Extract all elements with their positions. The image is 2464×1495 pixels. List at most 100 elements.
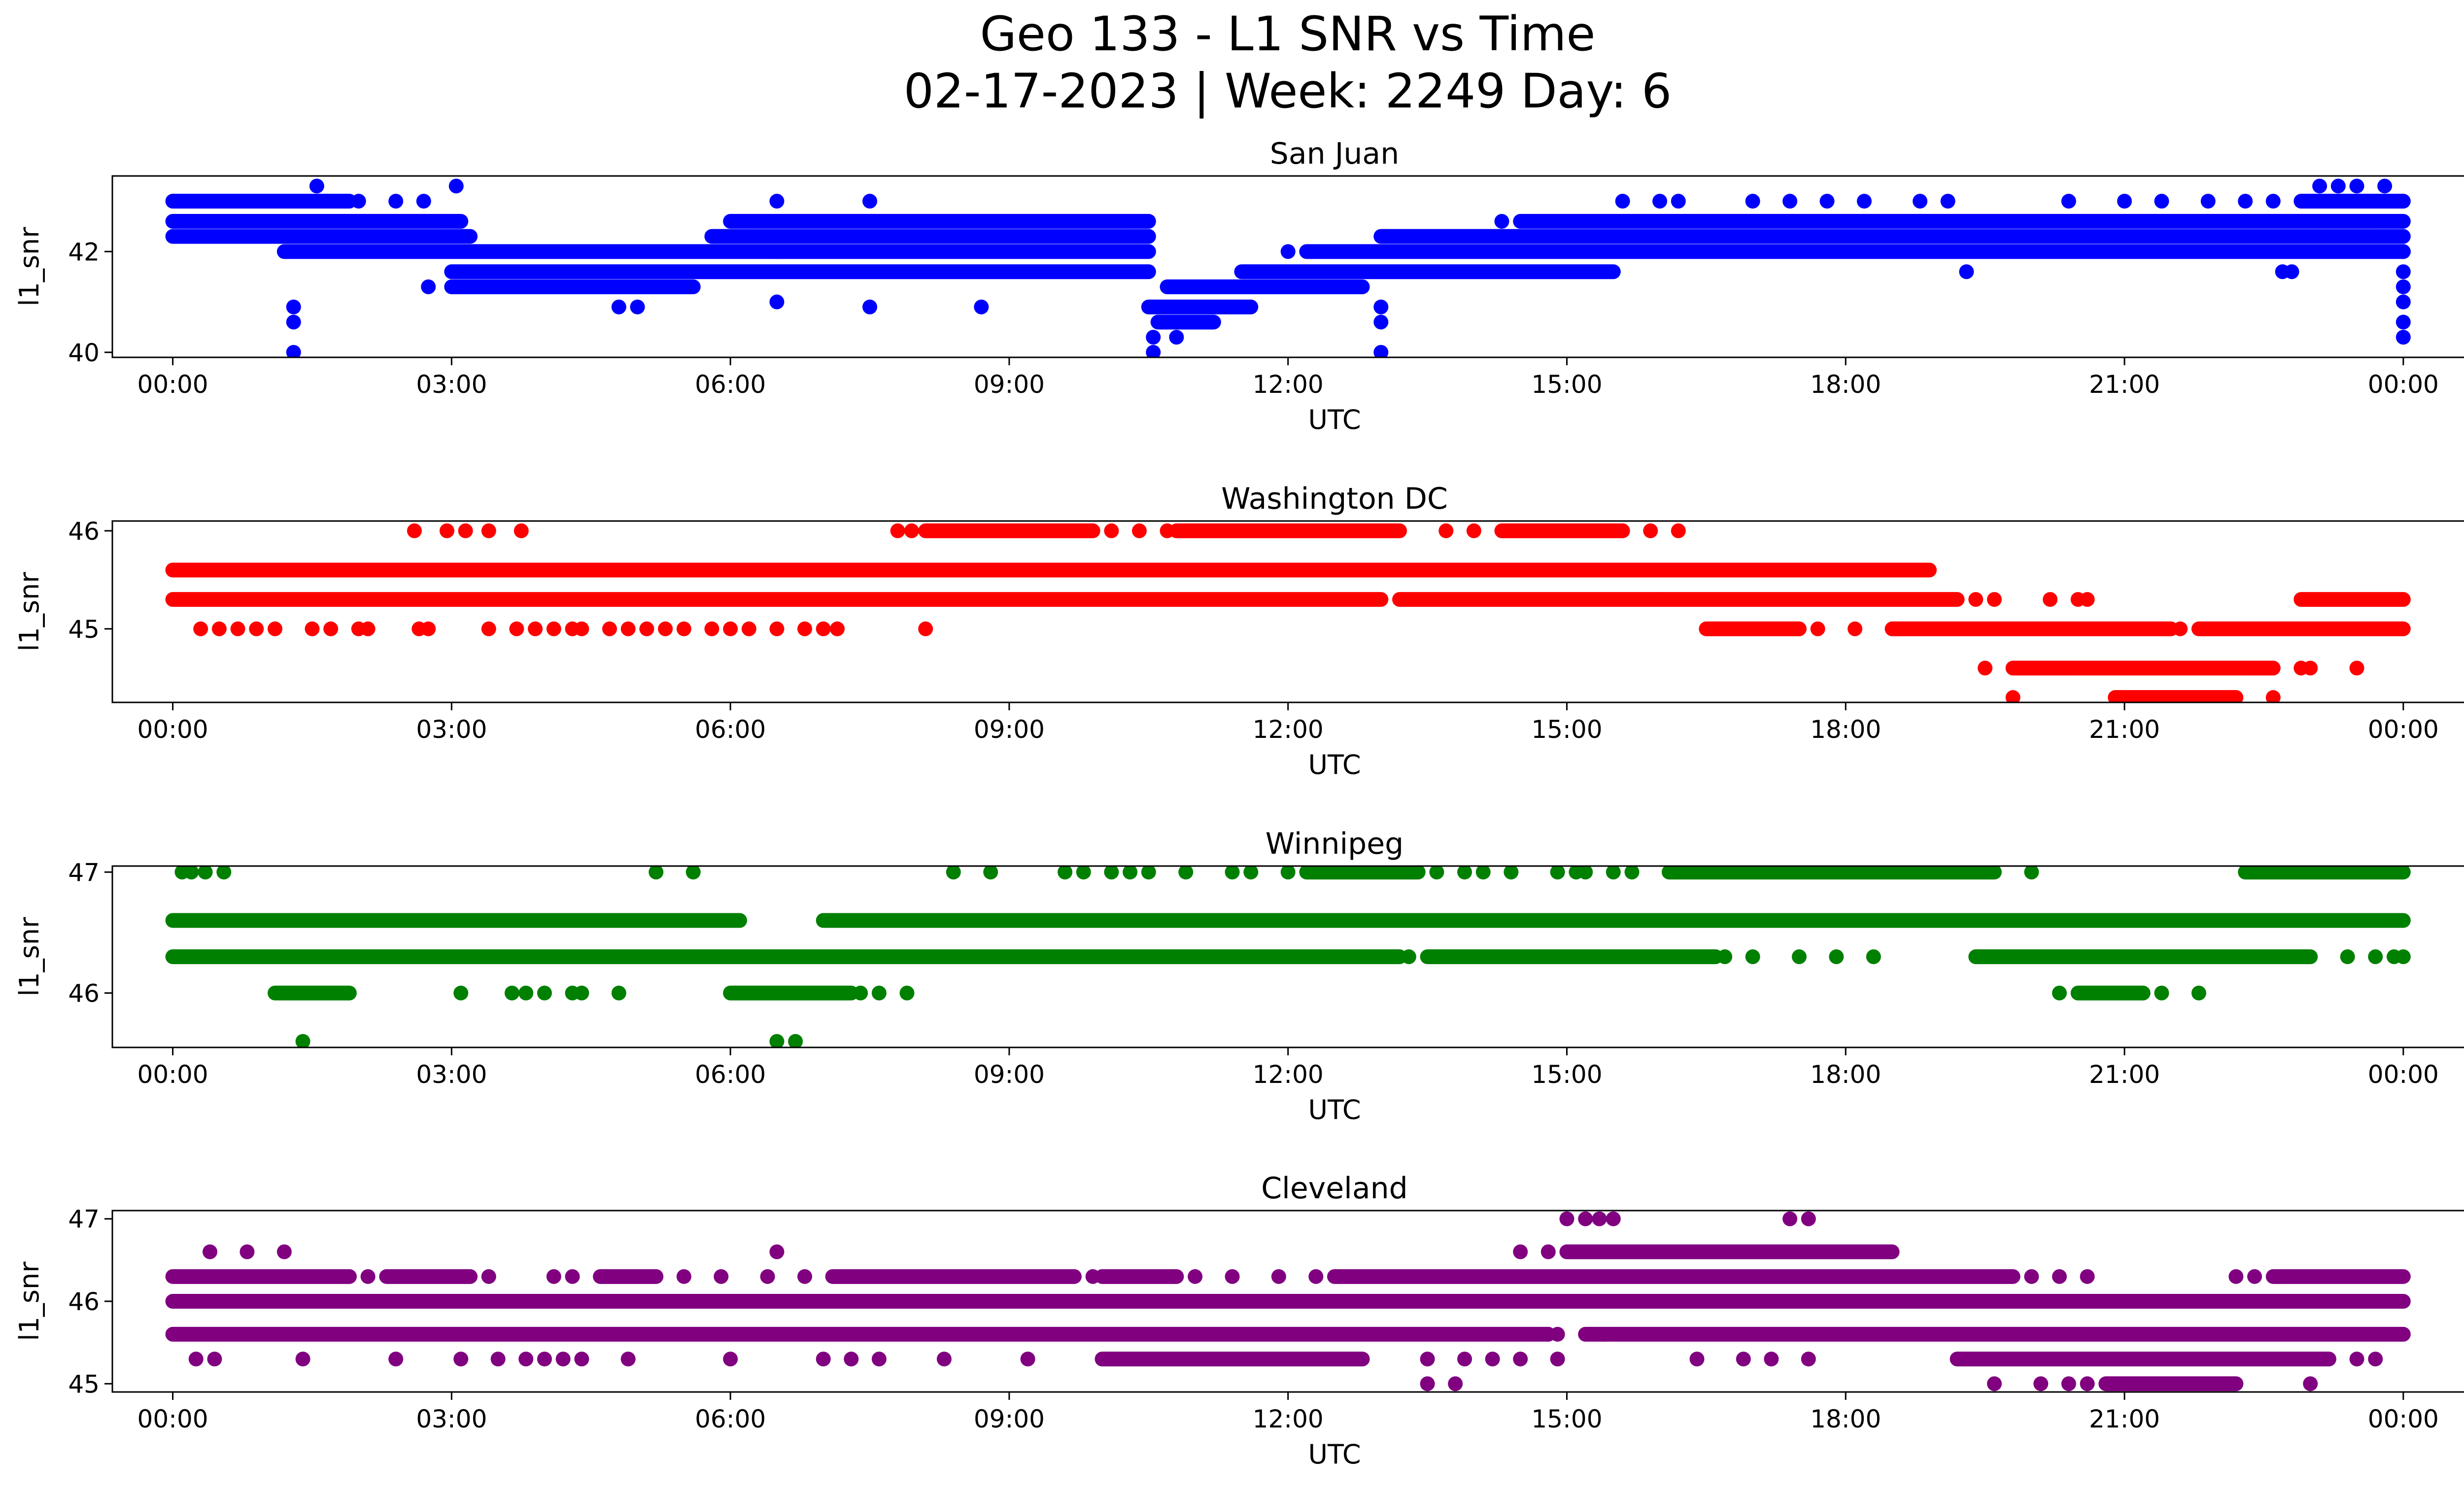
data-point — [2033, 1376, 2049, 1391]
data-point — [1373, 345, 1389, 357]
data-point — [360, 1269, 376, 1284]
data-point — [1959, 264, 1974, 279]
x-tick-label: 09:00 — [974, 715, 1045, 744]
x-tick-label: 00:00 — [137, 715, 208, 744]
x-tick-label: 03:00 — [416, 1405, 487, 1433]
data-point — [1280, 244, 1296, 259]
data-point — [1606, 1211, 1621, 1226]
x-tick-label: 15:00 — [1531, 1405, 1602, 1433]
data-point — [2386, 949, 2401, 964]
data-point — [1671, 194, 1686, 209]
x-tick-label: 00:00 — [2368, 1405, 2439, 1433]
data-point — [537, 1352, 552, 1367]
data-point — [1513, 1244, 1528, 1259]
x-tick-label: 12:00 — [1253, 370, 1324, 399]
data-point — [788, 1034, 803, 1047]
data-point — [1856, 194, 1872, 209]
data-point — [853, 985, 868, 1001]
y-tick-label: 45 — [68, 615, 100, 644]
data-point — [1448, 949, 1463, 964]
data-point — [2396, 264, 2411, 279]
data-point — [1764, 1352, 1779, 1367]
data-point — [1643, 523, 1658, 538]
data-point — [448, 178, 464, 194]
data-point — [565, 1269, 580, 1284]
axes-frame — [111, 175, 2464, 358]
data-point — [504, 985, 519, 1001]
data-series — [165, 866, 2411, 1047]
x-tick-label: 09:00 — [974, 370, 1045, 399]
data-point — [2377, 178, 2393, 194]
x-tick-label: 00:00 — [2368, 715, 2439, 744]
data-point — [2080, 1269, 2095, 1284]
data-point — [1085, 1269, 1100, 1284]
data-point — [639, 621, 654, 636]
data-point — [295, 1352, 310, 1367]
data-point — [1429, 866, 1444, 880]
data-point — [899, 985, 915, 1001]
data-point — [1624, 866, 1640, 880]
data-point — [421, 621, 436, 636]
data-point — [797, 1269, 813, 1284]
data-point — [2043, 592, 2058, 607]
data-point — [481, 523, 496, 538]
data-point — [1540, 1244, 1556, 1259]
data-point — [1308, 1269, 1324, 1284]
data-point — [2340, 949, 2355, 964]
x-axis-label: UTC — [1308, 1094, 1361, 1125]
data-point — [1801, 1352, 1816, 1367]
data-point — [2284, 264, 2299, 279]
data-point — [416, 194, 431, 209]
data-point — [658, 621, 673, 636]
data-point — [2396, 279, 2411, 294]
x-tick-label: 21:00 — [2089, 1405, 2160, 1433]
data-point — [1225, 866, 1240, 880]
data-point — [1494, 214, 1509, 229]
data-point — [2024, 1269, 2039, 1284]
data-point — [1550, 1326, 1565, 1342]
data-point — [2080, 592, 2095, 607]
x-tick-label: 18:00 — [1810, 1405, 1881, 1433]
data-point — [983, 866, 998, 880]
y-tick-label: 45 — [68, 1370, 100, 1398]
data-point — [2200, 194, 2216, 209]
data-point — [904, 523, 919, 538]
data-point — [918, 621, 933, 636]
data-point — [2368, 1352, 2383, 1367]
data-point — [1160, 523, 1175, 538]
data-point — [184, 866, 199, 880]
data-point — [2052, 1269, 2067, 1284]
data-point — [2080, 1376, 2095, 1391]
data-point — [1791, 949, 1807, 964]
data-point — [388, 1352, 404, 1367]
data-point — [1373, 314, 1389, 330]
data-point — [676, 621, 691, 636]
data-point — [351, 194, 366, 209]
y-tick-label: 42 — [68, 238, 100, 266]
data-point — [211, 621, 227, 636]
data-point — [421, 279, 436, 294]
data-point — [1420, 1352, 1435, 1367]
data-point — [1188, 1269, 1203, 1284]
data-point — [1968, 592, 1984, 607]
data-point — [388, 194, 404, 209]
data-point — [2396, 314, 2411, 330]
data-point — [2117, 194, 2132, 209]
x-tick-label: 03:00 — [416, 1060, 487, 1089]
x-tick-label: 12:00 — [1253, 1405, 1324, 1433]
data-point — [1782, 194, 1798, 209]
data-point — [620, 1352, 636, 1367]
data-point — [2396, 330, 2411, 345]
data-point — [216, 866, 232, 880]
data-point — [2349, 178, 2364, 194]
x-tick-label: 00:00 — [137, 370, 208, 399]
data-point — [871, 1352, 887, 1367]
y-tick-label: 40 — [68, 339, 100, 367]
data-point — [1596, 1326, 1611, 1342]
data-point — [676, 1269, 691, 1284]
data-point — [1987, 592, 2002, 607]
data-point — [862, 299, 878, 314]
data-point — [1913, 194, 1928, 209]
y-tick-label: 47 — [68, 1205, 100, 1234]
x-tick-label: 12:00 — [1253, 1060, 1324, 1089]
